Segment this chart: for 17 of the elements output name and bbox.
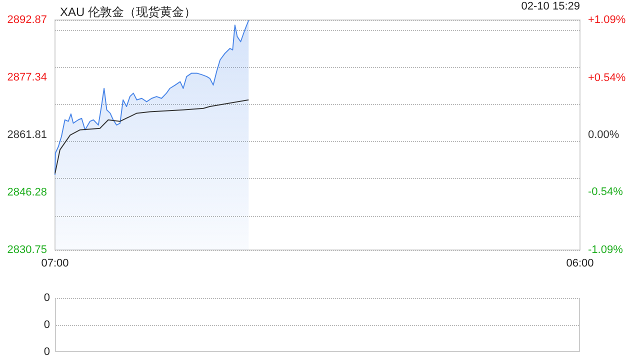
text: 02-10 15:29 — [521, 0, 580, 12]
y2-tick-label: +0.54% — [588, 72, 626, 84]
text: 0 — [44, 318, 50, 332]
text: 0 — [44, 291, 50, 305]
y-tick-label: 2846.28 — [7, 186, 47, 198]
y-tick-label: 2892.87 — [7, 14, 47, 26]
y2-tick-label: +1.09% — [588, 14, 626, 26]
y2-tick-label: -0.54% — [588, 186, 624, 198]
y-tick-label: 2830.75 — [7, 244, 47, 256]
x-tick-label: 07:00 — [41, 258, 69, 270]
y2-tick-label: -1.09% — [588, 244, 624, 256]
y2-tick-label: 0.00% — [588, 129, 620, 141]
chart-title: XAU 伦敦金（现货黄金） — [60, 5, 196, 19]
text: 0 — [44, 345, 50, 359]
y-tick-label: 2877.34 — [7, 72, 47, 84]
x-tick-label: 06:00 — [566, 258, 594, 270]
y-tick-label: 2861.81 — [7, 129, 47, 141]
